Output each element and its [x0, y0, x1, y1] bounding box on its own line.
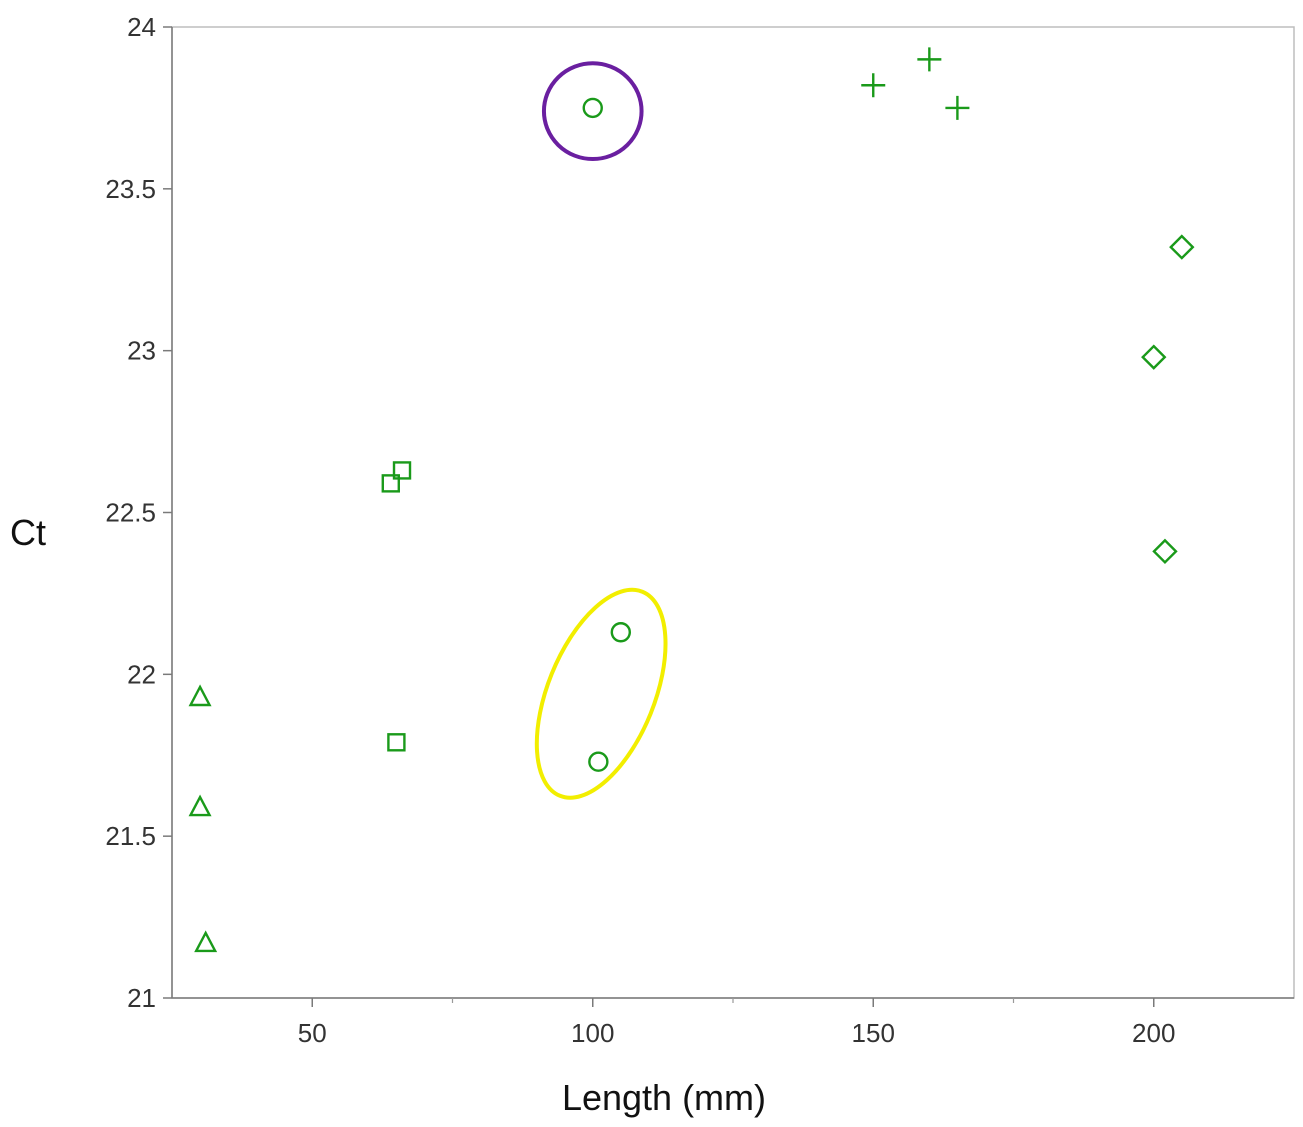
y-axis-title: Ct: [10, 512, 46, 553]
purple-highlight: [541, 61, 644, 162]
triangle-marker: [188, 684, 212, 707]
x-tick-label: 100: [571, 1018, 614, 1048]
y-axis-ticks: 21 21.5 22 22.5 23 23.5 24: [105, 12, 172, 1013]
y-tick-label: 22: [127, 659, 156, 689]
plus-marker: [861, 73, 886, 98]
diamond-marker: [1152, 538, 1178, 565]
x-axis-ticks: 50 100 150 200: [298, 998, 1175, 1048]
circle-marker: [582, 97, 603, 119]
plot-frame: [171, 26, 1295, 999]
y-tick-label: 22.5: [105, 498, 156, 528]
diamond-marker: [1169, 234, 1195, 260]
x-tick-label: 50: [298, 1018, 327, 1048]
plus-marker: [945, 95, 970, 120]
data-points: [188, 47, 1195, 953]
diamond-marker: [1141, 344, 1167, 370]
highlight-ellipses: [534, 61, 668, 800]
triangle-marker: [188, 794, 212, 817]
x-tick-label: 200: [1132, 1018, 1175, 1048]
y-tick-label: 21.5: [105, 821, 156, 851]
yellow-highlight: [534, 587, 668, 800]
circle-marker: [588, 751, 609, 772]
square-marker: [392, 461, 412, 480]
x-axis-title: Length (mm): [562, 1077, 766, 1118]
square-marker: [387, 733, 406, 752]
y-tick-label: 23.5: [105, 174, 156, 204]
triangle-marker: [194, 930, 218, 953]
plus-marker: [917, 47, 942, 72]
y-tick-label: 21: [127, 983, 156, 1013]
y-tick-label: 24: [127, 12, 156, 42]
square-marker: [381, 474, 400, 493]
circle-marker: [610, 622, 631, 643]
y-tick-label: 23: [127, 336, 156, 366]
x-tick-label: 150: [852, 1018, 895, 1048]
